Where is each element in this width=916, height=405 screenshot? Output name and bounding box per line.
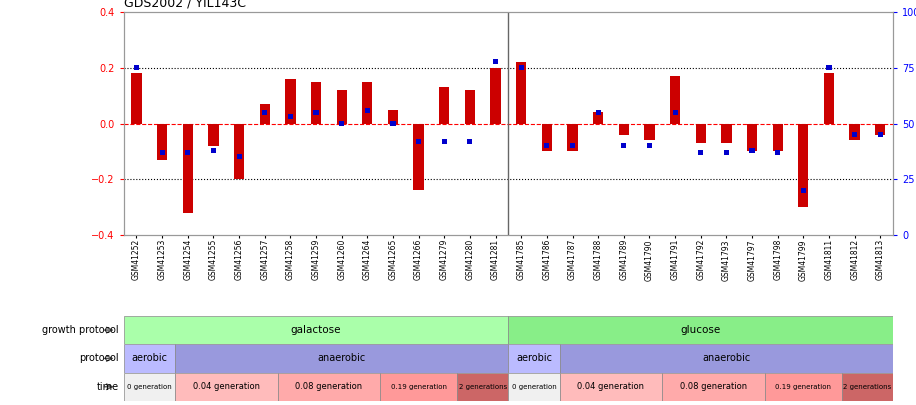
Bar — [721, 124, 732, 143]
Text: aerobic: aerobic — [131, 354, 168, 363]
Bar — [159, 150, 165, 155]
Bar — [826, 65, 832, 70]
Bar — [134, 65, 139, 70]
Bar — [236, 154, 242, 160]
Bar — [413, 124, 424, 190]
Text: 0 generation: 0 generation — [512, 384, 556, 390]
Text: 2 generations: 2 generations — [459, 384, 507, 390]
Bar — [124, 344, 175, 373]
Bar — [618, 124, 629, 134]
Bar — [124, 373, 175, 401]
Bar — [467, 139, 473, 144]
Bar — [157, 124, 168, 160]
Text: protocol: protocol — [80, 354, 119, 363]
Bar — [560, 344, 893, 373]
Bar — [234, 124, 245, 179]
Bar — [124, 316, 508, 344]
Bar — [313, 110, 319, 115]
Bar — [131, 73, 142, 124]
Bar — [259, 104, 270, 124]
Bar — [493, 59, 498, 64]
Bar — [211, 148, 216, 153]
Bar — [490, 68, 501, 124]
Bar — [852, 132, 857, 137]
Bar — [416, 139, 421, 144]
Bar — [662, 373, 765, 401]
Bar — [182, 124, 193, 213]
Text: 0.08 generation: 0.08 generation — [295, 382, 363, 391]
Bar — [875, 124, 886, 134]
Bar — [570, 143, 575, 148]
Bar — [621, 143, 627, 148]
Text: glucose: glucose — [681, 325, 721, 335]
Bar — [842, 373, 893, 401]
Text: 0.19 generation: 0.19 generation — [390, 384, 447, 390]
Bar — [647, 143, 652, 148]
Bar — [878, 132, 883, 137]
Bar — [508, 373, 560, 401]
Text: 0.04 generation: 0.04 generation — [192, 382, 260, 391]
Text: 0.19 generation: 0.19 generation — [775, 384, 832, 390]
Text: growth protocol: growth protocol — [42, 325, 119, 335]
Bar — [387, 110, 398, 124]
Bar — [380, 373, 457, 401]
Bar — [288, 114, 293, 119]
Bar — [560, 373, 662, 401]
Bar — [749, 148, 755, 153]
Text: 0.08 generation: 0.08 generation — [680, 382, 747, 391]
Bar — [798, 124, 809, 207]
Bar — [508, 316, 893, 344]
Bar — [541, 124, 552, 151]
Bar — [457, 373, 508, 401]
Text: 2 generations: 2 generations — [844, 384, 891, 390]
Bar — [765, 373, 842, 401]
Bar — [593, 113, 604, 124]
Bar — [365, 108, 370, 113]
Bar — [849, 124, 860, 140]
Bar — [508, 344, 560, 373]
Bar — [464, 90, 475, 124]
Text: 0 generation: 0 generation — [127, 384, 171, 390]
Bar — [336, 90, 347, 124]
Text: anaerobic: anaerobic — [318, 354, 365, 363]
Bar — [339, 121, 344, 126]
Text: GDS2002 / YIL143C: GDS2002 / YIL143C — [124, 0, 245, 10]
Bar — [670, 76, 681, 124]
Bar — [175, 373, 278, 401]
Bar — [278, 373, 380, 401]
Bar — [595, 110, 601, 115]
Bar — [185, 150, 191, 155]
Bar — [208, 124, 219, 146]
Bar — [518, 65, 524, 70]
Bar — [442, 139, 447, 144]
Bar — [390, 121, 396, 126]
Bar — [775, 150, 780, 155]
Bar — [311, 82, 322, 124]
Text: time: time — [97, 382, 119, 392]
Bar — [439, 87, 450, 124]
Bar — [285, 79, 296, 124]
Bar — [175, 344, 508, 373]
Bar — [772, 124, 783, 151]
Bar — [724, 150, 729, 155]
Bar — [516, 62, 527, 124]
Bar — [262, 110, 267, 115]
Text: galactose: galactose — [290, 325, 342, 335]
Bar — [362, 82, 373, 124]
Bar — [644, 124, 655, 140]
Bar — [801, 188, 806, 193]
Bar — [747, 124, 758, 151]
Bar — [823, 73, 834, 124]
Text: aerobic: aerobic — [516, 354, 552, 363]
Bar — [695, 124, 706, 143]
Bar — [672, 110, 678, 115]
Text: 0.04 generation: 0.04 generation — [577, 382, 645, 391]
Text: anaerobic: anaerobic — [703, 354, 750, 363]
Bar — [567, 124, 578, 151]
Bar — [698, 150, 703, 155]
Bar — [544, 143, 550, 148]
